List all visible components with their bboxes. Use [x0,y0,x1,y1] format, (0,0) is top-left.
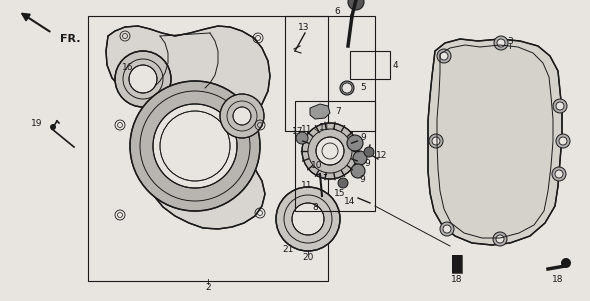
Text: 12: 12 [376,151,388,160]
Circle shape [233,107,251,125]
Circle shape [340,81,354,95]
Circle shape [432,137,440,145]
Text: 9: 9 [359,175,365,184]
Bar [350,51,390,79]
Circle shape [556,134,570,148]
Bar [295,101,375,211]
Text: 18: 18 [552,275,564,284]
Text: 5: 5 [360,83,366,92]
Circle shape [559,137,567,145]
Bar [452,255,462,273]
Circle shape [292,203,324,235]
Text: 16: 16 [122,63,134,72]
Text: 11: 11 [301,182,313,191]
Text: 10: 10 [312,162,323,170]
Circle shape [440,52,448,60]
Polygon shape [106,26,270,229]
Circle shape [129,65,157,93]
Circle shape [296,132,308,144]
Circle shape [496,235,504,243]
Circle shape [556,102,564,110]
Polygon shape [310,104,330,119]
Circle shape [115,51,171,107]
Circle shape [493,232,507,246]
Circle shape [429,134,443,148]
Circle shape [160,111,230,181]
Text: 11: 11 [319,123,331,132]
Circle shape [347,135,363,151]
Circle shape [302,123,358,179]
Circle shape [553,99,567,113]
Circle shape [338,178,348,188]
Bar [285,16,375,131]
Circle shape [316,137,344,165]
Circle shape [130,81,260,211]
Text: 4: 4 [392,61,398,70]
Circle shape [555,170,563,178]
Text: 20: 20 [302,253,314,262]
Text: FR.: FR. [60,34,80,44]
Text: 9: 9 [360,134,366,142]
Text: 2: 2 [205,283,211,291]
Text: 21: 21 [282,244,294,253]
Bar [452,255,462,273]
Circle shape [348,0,364,10]
Text: 6: 6 [334,7,340,15]
Text: 7: 7 [335,107,341,116]
Circle shape [276,187,340,251]
Circle shape [437,49,451,63]
Text: 3: 3 [507,36,513,45]
Text: 9: 9 [364,159,370,167]
Circle shape [552,167,566,181]
Text: 17: 17 [292,126,304,135]
Circle shape [440,222,454,236]
Circle shape [353,151,367,165]
Circle shape [497,39,505,47]
Circle shape [494,36,508,50]
Text: 8: 8 [312,203,318,213]
Circle shape [443,225,451,233]
Circle shape [351,164,365,178]
Circle shape [561,258,571,268]
Circle shape [342,83,352,93]
Circle shape [153,104,237,188]
Text: 15: 15 [335,188,346,197]
Bar [88,16,328,281]
Circle shape [364,147,374,157]
Text: 19: 19 [31,119,42,129]
Polygon shape [428,39,562,245]
Text: 11: 11 [301,125,313,134]
Circle shape [220,94,264,138]
Circle shape [50,124,56,130]
Text: 18: 18 [451,275,463,284]
Text: 14: 14 [345,197,356,206]
Text: 13: 13 [299,23,310,32]
